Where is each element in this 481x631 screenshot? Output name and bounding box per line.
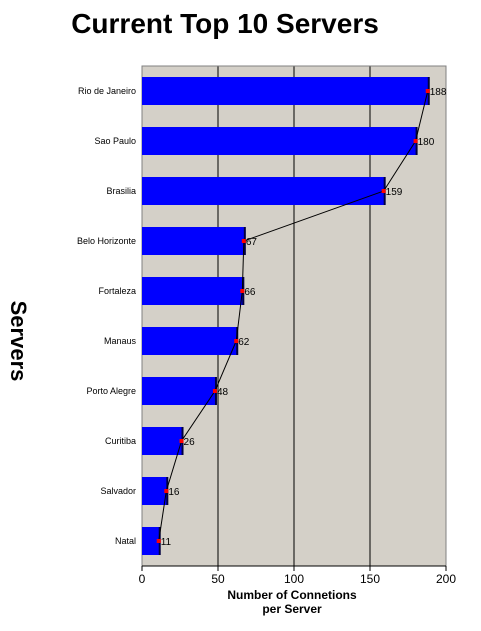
- point-marker-9: [156, 539, 161, 543]
- category-label-4: Fortaleza: [98, 286, 136, 296]
- category-label-8: Salvador: [100, 486, 136, 496]
- bar-5: [142, 327, 237, 355]
- bar-6: [142, 377, 215, 405]
- x-tick-label-4: 200: [436, 572, 456, 586]
- point-marker-5: [234, 339, 239, 343]
- data-label-2: 159: [386, 187, 403, 198]
- point-marker-2: [381, 189, 386, 193]
- point-marker-6: [212, 389, 217, 393]
- data-label-8: 16: [168, 487, 180, 498]
- data-label-9: 11: [161, 537, 172, 548]
- data-label-7: 26: [184, 437, 196, 448]
- x-axis-title: Number of Connetions per Server: [142, 588, 442, 616]
- bar-4: [142, 277, 243, 305]
- data-label-0: 188: [430, 87, 447, 98]
- point-marker-4: [240, 289, 245, 293]
- data-label-4: 66: [244, 287, 256, 298]
- x-tick-label-0: 0: [139, 572, 146, 586]
- point-marker-8: [164, 489, 169, 493]
- bar-0: [142, 77, 428, 105]
- bar-8: [142, 477, 167, 505]
- category-label-5: Manaus: [104, 336, 137, 346]
- data-label-1: 180: [418, 137, 435, 148]
- bar-9: [142, 527, 159, 555]
- data-label-6: 48: [217, 387, 229, 398]
- point-marker-7: [179, 439, 184, 443]
- x-axis-title-line-2: per Server: [262, 602, 322, 616]
- series-line: [158, 90, 429, 542]
- category-label-6: Porto Alegre: [86, 386, 136, 396]
- x-tick-label-1: 50: [211, 572, 225, 586]
- category-label-0: Rio de Janeiro: [78, 86, 136, 96]
- point-marker-3: [241, 239, 246, 243]
- bar-7: [142, 427, 182, 455]
- data-label-3: 67: [246, 237, 258, 248]
- bar-1: [142, 127, 416, 155]
- data-label-5: 62: [238, 337, 250, 348]
- x-tick-label-2: 100: [284, 572, 304, 586]
- category-label-3: Belo Horizonte: [77, 236, 136, 246]
- category-label-7: Curitiba: [105, 436, 136, 446]
- chart-title: Current Top 10 Servers: [71, 8, 379, 39]
- category-label-9: Natal: [115, 536, 136, 546]
- bar-2: [142, 177, 384, 205]
- point-marker-1: [413, 139, 418, 143]
- category-label-2: Brasilia: [106, 186, 136, 196]
- bar-3: [142, 227, 244, 255]
- point-marker-0: [425, 89, 430, 93]
- x-tick-label-3: 150: [360, 572, 380, 586]
- x-axis-title-line-1: Number of Connetions: [227, 588, 357, 602]
- category-label-1: Sao Paulo: [94, 136, 136, 146]
